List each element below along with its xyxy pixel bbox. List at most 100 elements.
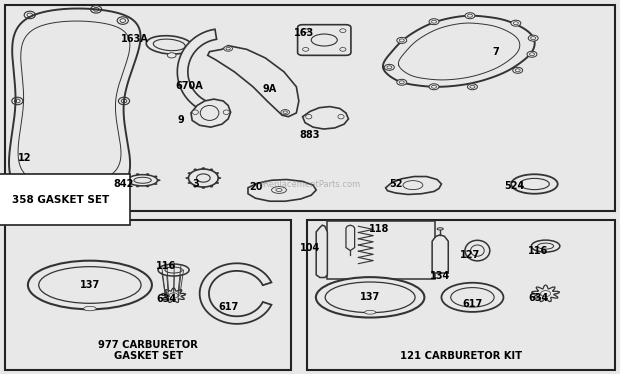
Ellipse shape	[397, 79, 407, 85]
Ellipse shape	[146, 36, 192, 54]
Ellipse shape	[210, 186, 213, 187]
Text: 634: 634	[156, 294, 176, 304]
Ellipse shape	[513, 67, 523, 73]
Ellipse shape	[541, 291, 551, 297]
Ellipse shape	[437, 228, 443, 230]
Ellipse shape	[157, 180, 160, 181]
Bar	[307, 220, 615, 370]
Text: 9: 9	[178, 115, 184, 125]
Ellipse shape	[128, 176, 131, 177]
Ellipse shape	[216, 182, 219, 184]
Text: 9A: 9A	[263, 84, 277, 94]
Ellipse shape	[84, 306, 96, 311]
Ellipse shape	[185, 177, 188, 179]
Bar	[5, 5, 615, 211]
Text: 52: 52	[389, 179, 402, 189]
Ellipse shape	[511, 20, 521, 26]
Ellipse shape	[520, 178, 549, 190]
Text: 670A: 670A	[175, 81, 203, 91]
Ellipse shape	[14, 176, 25, 183]
Text: 634: 634	[528, 294, 548, 303]
Ellipse shape	[136, 186, 139, 187]
Ellipse shape	[340, 29, 346, 33]
Polygon shape	[432, 235, 448, 273]
Ellipse shape	[223, 110, 229, 114]
Ellipse shape	[403, 181, 423, 190]
Polygon shape	[200, 263, 272, 324]
Polygon shape	[383, 16, 534, 87]
Text: 121 CARBURETOR KIT: 121 CARBURETOR KIT	[400, 351, 522, 361]
Ellipse shape	[365, 310, 376, 314]
Ellipse shape	[538, 243, 554, 249]
Ellipse shape	[188, 169, 218, 187]
Ellipse shape	[128, 175, 157, 186]
Ellipse shape	[511, 174, 557, 194]
Text: 116: 116	[156, 261, 176, 271]
Ellipse shape	[338, 114, 344, 119]
Ellipse shape	[531, 240, 560, 252]
Ellipse shape	[303, 29, 309, 33]
Ellipse shape	[471, 245, 484, 256]
Bar	[5, 220, 291, 370]
Ellipse shape	[451, 288, 494, 307]
Ellipse shape	[192, 110, 198, 114]
Ellipse shape	[28, 261, 152, 309]
Ellipse shape	[303, 47, 309, 51]
Ellipse shape	[272, 187, 286, 193]
Ellipse shape	[154, 176, 157, 177]
Polygon shape	[248, 180, 316, 201]
Polygon shape	[346, 225, 355, 251]
Ellipse shape	[316, 277, 424, 318]
Polygon shape	[386, 177, 441, 194]
Text: 163A: 163A	[122, 34, 149, 43]
Ellipse shape	[117, 17, 128, 24]
Text: 358 GASKET SET: 358 GASKET SET	[12, 194, 110, 205]
Ellipse shape	[50, 195, 61, 203]
Ellipse shape	[441, 283, 503, 312]
Ellipse shape	[210, 169, 213, 171]
Text: 3: 3	[192, 179, 198, 189]
Text: 977 CARBURETOR
GASKET SET: 977 CARBURETOR GASKET SET	[98, 340, 198, 361]
Ellipse shape	[216, 172, 219, 174]
Ellipse shape	[91, 6, 102, 13]
Text: 127: 127	[460, 250, 480, 260]
Polygon shape	[208, 46, 299, 117]
Text: 20: 20	[249, 182, 263, 192]
Ellipse shape	[202, 187, 205, 188]
Ellipse shape	[24, 11, 35, 19]
Ellipse shape	[467, 84, 477, 90]
Ellipse shape	[429, 84, 439, 90]
Text: 104: 104	[300, 243, 320, 252]
Text: 617: 617	[218, 303, 238, 312]
Ellipse shape	[311, 34, 337, 46]
Ellipse shape	[397, 37, 407, 43]
Ellipse shape	[193, 186, 197, 187]
Text: 118: 118	[370, 224, 389, 234]
Ellipse shape	[306, 114, 312, 119]
Ellipse shape	[281, 110, 290, 115]
Ellipse shape	[200, 105, 219, 120]
Ellipse shape	[128, 183, 131, 185]
Text: 617: 617	[463, 299, 482, 309]
Text: 883: 883	[299, 130, 321, 140]
Ellipse shape	[125, 180, 128, 181]
Ellipse shape	[528, 35, 538, 41]
Ellipse shape	[154, 183, 157, 185]
Ellipse shape	[165, 267, 182, 273]
Ellipse shape	[384, 64, 394, 70]
Ellipse shape	[340, 47, 346, 51]
Bar	[327, 221, 435, 279]
Ellipse shape	[429, 19, 439, 25]
Ellipse shape	[465, 240, 490, 261]
Ellipse shape	[193, 169, 197, 171]
Ellipse shape	[134, 177, 151, 183]
Text: 137: 137	[360, 292, 380, 302]
Ellipse shape	[146, 174, 149, 175]
Ellipse shape	[158, 264, 189, 276]
Text: 134: 134	[430, 271, 450, 281]
Polygon shape	[177, 29, 216, 110]
Ellipse shape	[118, 97, 130, 105]
Ellipse shape	[167, 53, 176, 58]
Text: 524: 524	[505, 181, 525, 191]
Ellipse shape	[527, 51, 537, 57]
